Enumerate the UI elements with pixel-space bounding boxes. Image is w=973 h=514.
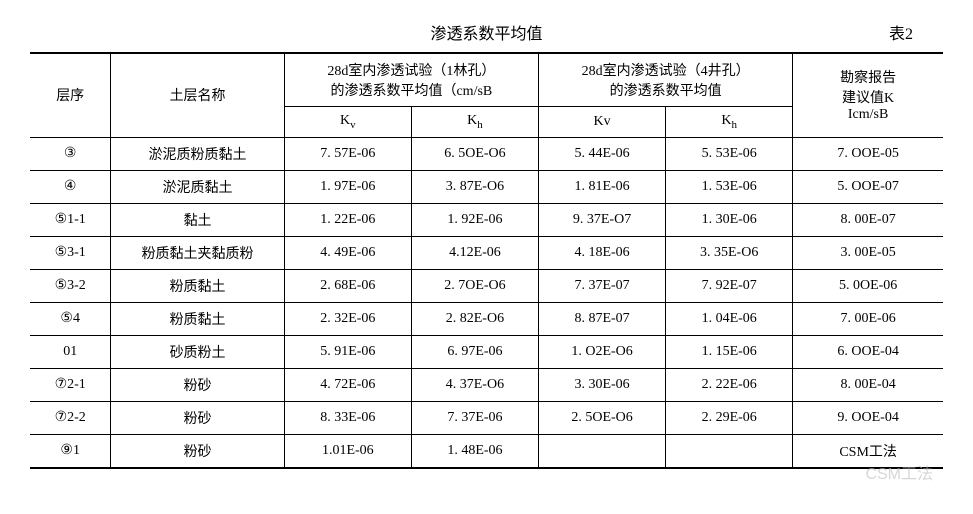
cell-kv1: 4. 49E-06	[284, 236, 411, 269]
cell-kv1: 2. 32E-06	[284, 302, 411, 335]
cell-name: 淤泥质黏土	[111, 170, 284, 203]
cell-kh2: 5. 53E-06	[666, 137, 793, 170]
cell-name: 粉质黏土	[111, 302, 284, 335]
table-row: ⑨1粉砂1.01E-061. 48E-06 CSM工法	[30, 434, 943, 468]
cell-kh2: 1. 53E-06	[666, 170, 793, 203]
cell-k: 5. OOE-07	[793, 170, 943, 203]
cell-kh2: 1. 30E-06	[666, 203, 793, 236]
cell-kv1: 1.01E-06	[284, 434, 411, 468]
cell-k: 3. 00E-05	[793, 236, 943, 269]
cell-seq: ⑦2-1	[30, 368, 111, 401]
table-row: ④淤泥质黏土1. 97E-063. 87E-O61. 81E-061. 53E-…	[30, 170, 943, 203]
header-last: 勘察报告 建议值K Icm/sB	[793, 53, 943, 137]
cell-kv2	[538, 434, 665, 468]
cell-kh1: 6. 97E-06	[411, 335, 538, 368]
cell-name: 砂质粉土	[111, 335, 284, 368]
cell-name: 粉砂	[111, 368, 284, 401]
cell-k: 7. 00E-06	[793, 302, 943, 335]
cell-k: 8. 00E-07	[793, 203, 943, 236]
cell-name: 黏土	[111, 203, 284, 236]
cell-kv1: 8. 33E-06	[284, 401, 411, 434]
header-seq: 层序	[30, 53, 111, 137]
cell-kv2: 5. 44E-06	[538, 137, 665, 170]
header-group1: 28d室内渗透试验（1林孔） 的渗透系数平均值（cm/sB	[284, 53, 538, 107]
cell-name: 粉质黏土	[111, 269, 284, 302]
cell-kv1: 1. 22E-06	[284, 203, 411, 236]
table-row: ⑤3-2粉质黏土2. 68E-062. 7OE-O67. 37E-077. 92…	[30, 269, 943, 302]
cell-kv1: 1. 97E-06	[284, 170, 411, 203]
cell-seq: ⑨1	[30, 434, 111, 468]
cell-kh1: 1. 92E-06	[411, 203, 538, 236]
cell-k: 7. OOE-05	[793, 137, 943, 170]
table-row: ⑤3-1粉质黏土夹黏质粉4. 49E-064.12E-064. 18E-063.…	[30, 236, 943, 269]
cell-kh2	[666, 434, 793, 468]
table-row: ⑦2-1粉砂4. 72E-064. 37E-O63. 30E-062. 22E-…	[30, 368, 943, 401]
cell-name: 粉砂	[111, 434, 284, 468]
cell-kh2: 7. 92E-07	[666, 269, 793, 302]
cell-kh1: 4. 37E-O6	[411, 368, 538, 401]
cell-kv1: 2. 68E-06	[284, 269, 411, 302]
table-title: 渗透系数平均值	[430, 20, 542, 44]
cell-name: 淤泥质粉质黏土	[111, 137, 284, 170]
cell-seq: ⑤3-2	[30, 269, 111, 302]
cell-kv2: 1. O2E-O6	[538, 335, 665, 368]
cell-seq: 01	[30, 335, 111, 368]
cell-kv2: 4. 18E-06	[538, 236, 665, 269]
cell-seq: ⑤1-1	[30, 203, 111, 236]
header-kh2: Kh	[666, 107, 793, 138]
cell-kh2: 2. 22E-06	[666, 368, 793, 401]
table-row: ③淤泥质粉质黏土7. 57E-066. 5OE-O65. 44E-065. 53…	[30, 137, 943, 170]
cell-kv2: 9. 37E-O7	[538, 203, 665, 236]
cell-kh1: 1. 48E-06	[411, 434, 538, 468]
header-kh1: Kh	[411, 107, 538, 138]
cell-kv2: 1. 81E-06	[538, 170, 665, 203]
table-row: ⑤1-1黏土1. 22E-061. 92E-069. 37E-O71. 30E-…	[30, 203, 943, 236]
cell-kh1: 2. 7OE-O6	[411, 269, 538, 302]
cell-kh1: 3. 87E-O6	[411, 170, 538, 203]
cell-kv1: 4. 72E-06	[284, 368, 411, 401]
cell-kh1: 6. 5OE-O6	[411, 137, 538, 170]
header-kv2: Kv	[538, 107, 665, 138]
cell-k: 9. OOE-04	[793, 401, 943, 434]
cell-kh1: 7. 37E-06	[411, 401, 538, 434]
cell-name: 粉砂	[111, 401, 284, 434]
permeability-table: 层序 土层名称 28d室内渗透试验（1林孔） 的渗透系数平均值（cm/sB 28…	[30, 52, 943, 469]
cell-name: 粉质黏土夹黏质粉	[111, 236, 284, 269]
cell-kv1: 7. 57E-06	[284, 137, 411, 170]
cell-k: CSM工法	[793, 434, 943, 468]
cell-kv2: 8. 87E-07	[538, 302, 665, 335]
cell-k: 5. 0OE-06	[793, 269, 943, 302]
cell-seq: ⑦2-2	[30, 401, 111, 434]
cell-seq: ⑤4	[30, 302, 111, 335]
cell-kh1: 4.12E-06	[411, 236, 538, 269]
cell-kh1: 2. 82E-O6	[411, 302, 538, 335]
cell-kh2: 3. 35E-O6	[666, 236, 793, 269]
cell-kh2: 1. 15E-06	[666, 335, 793, 368]
table-label: 表2	[889, 20, 913, 44]
cell-kv2: 7. 37E-07	[538, 269, 665, 302]
header-name: 土层名称	[111, 53, 284, 137]
cell-kh2: 2. 29E-06	[666, 401, 793, 434]
cell-kv1: 5. 91E-06	[284, 335, 411, 368]
cell-kv2: 2. 5OE-O6	[538, 401, 665, 434]
header-group2: 28d室内渗透试验（4井孔） 的渗透系数平均值	[538, 53, 792, 107]
table-row: ⑦2-2粉砂8. 33E-067. 37E-062. 5OE-O62. 29E-…	[30, 401, 943, 434]
cell-k: 8. 00E-04	[793, 368, 943, 401]
header-kv1: Kv	[284, 107, 411, 138]
cell-seq: ③	[30, 137, 111, 170]
cell-k: 6. OOE-04	[793, 335, 943, 368]
table-row: ⑤4粉质黏土2. 32E-062. 82E-O68. 87E-071. 04E-…	[30, 302, 943, 335]
table-row: 01砂质粉土5. 91E-066. 97E-061. O2E-O61. 15E-…	[30, 335, 943, 368]
cell-kv2: 3. 30E-06	[538, 368, 665, 401]
cell-kh2: 1. 04E-06	[666, 302, 793, 335]
cell-seq: ④	[30, 170, 111, 203]
cell-seq: ⑤3-1	[30, 236, 111, 269]
